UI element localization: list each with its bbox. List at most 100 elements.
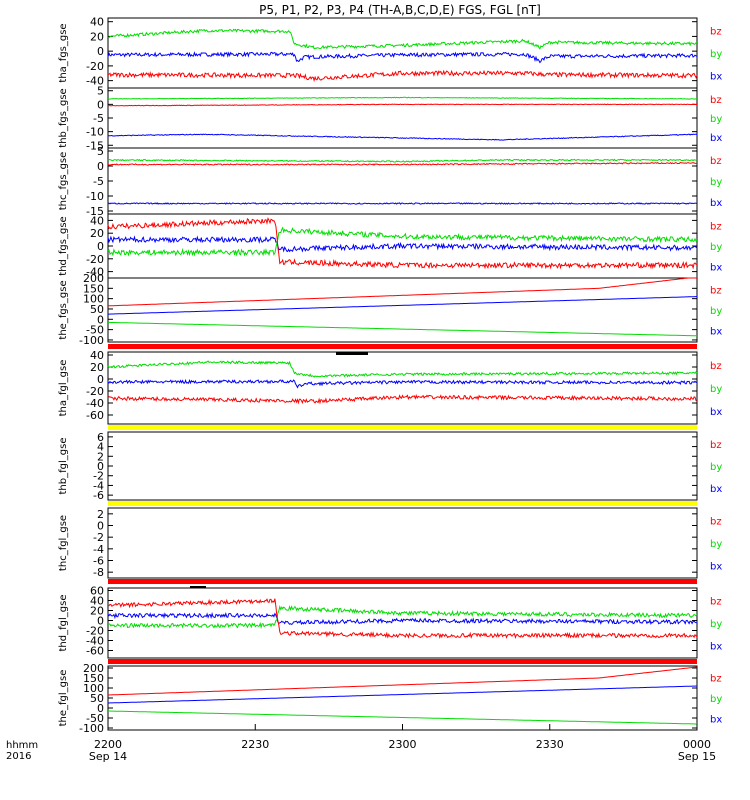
ytick-label-thd_fgl: -40 [86,635,104,648]
series-bx-the_fgl [108,685,697,704]
ytick-label-thb_fgl: 2 [97,450,104,463]
ytick-label-the_fgs: 0 [97,313,104,326]
legend-by-thd_fgs: by [710,242,722,253]
ytick-label-the_fgs: 50 [90,303,104,316]
legend-bx-the_fgl: bx [710,714,722,725]
legend-bz-tha_fgl: bz [710,361,722,372]
panel-frame-thd_fgl [107,587,698,659]
legend-bz-thb_fgs: bz [710,95,722,106]
ylabel-tha_fgl: tha_fgl_gse [58,360,69,417]
ytick-label-thd_fgs: -40 [86,266,104,279]
series-bz-thd_fgs [107,217,697,270]
ytick-label-thb_fgs: 0 [97,98,104,111]
panel-frame-thc_fgl [107,507,698,579]
series-bx-tha_fgs [107,51,698,64]
time-tick-label: 0000 [683,738,711,751]
series-bz-thd_fgl [107,598,698,640]
time-tick-label: 2330 [536,738,564,751]
ytick-label-thc_fgl: -4 [93,543,104,556]
legend-bx-tha_fgl: bx [710,407,722,418]
ytick-label-tha_fgl: -20 [86,385,104,398]
time-tick-label: 2300 [389,738,417,751]
ytick-label-thd_fgs: -20 [86,253,104,266]
ytick-label-the_fgs: 100 [83,293,104,306]
series-by-tha_fgs [107,28,698,50]
ylabel-thb_fgl: thb_fgl_gse [58,438,69,495]
status-bar-0 [108,344,697,349]
time-axis-hhmm-label: hhmm [6,740,38,751]
ytick-label-the_fgs: -50 [86,324,104,337]
ytick-label-the_fgl: 150 [83,672,104,685]
time-tick-label: 2230 [241,738,269,751]
ytick-label-thc_fgl: -8 [93,566,104,579]
ytick-label-thb_fgl: 4 [97,441,104,454]
series-bz-the_fgs [107,277,697,307]
ytick-label-tha_fgl: -40 [86,397,104,410]
plot-title: P5, P1, P2, P3, P4 (TH-A,B,C,D,E) FGS, F… [259,3,541,17]
legend-by-thc_fgl: by [710,539,722,550]
legend-by-the_fgl: by [710,694,722,705]
series-bx-thb_fgs [107,133,698,141]
series-by-thb_fgs [107,96,698,100]
ylabel-thd_fgs: thd_fgs_gse [58,216,69,275]
legend-bz-thc_fgs: bz [710,156,722,167]
ytick-label-thb_fgl: 0 [97,460,104,473]
status-bar-1 [108,425,697,430]
panel-frame-the_fgs [107,277,698,343]
data-gap-mark [336,352,368,355]
series-by-the_fgl [108,710,697,725]
ytick-label-thc_fgl: 2 [97,508,104,521]
series-by-thd_fgl [107,604,698,630]
series-by-thc_fgs [107,158,698,163]
time-tick-date-label: Sep 14 [89,750,127,763]
ytick-label-thd_fgl: -60 [86,645,104,658]
ytick-label-tha_fgl: 20 [90,361,104,374]
ytick-label-tha_fgl: 40 [90,349,104,362]
ytick-label-thc_fgs: 5 [97,145,104,158]
legend-bz-tha_fgs: bz [710,27,722,38]
ytick-label-thc_fgl: -6 [93,555,104,568]
legend-bx-thd_fgl: bx [710,641,722,652]
ytick-label-thb_fgl: -6 [93,489,104,502]
ytick-label-thb_fgs: 5 [97,85,104,98]
ylabel-thb_fgs: thb_fgs_gse [58,88,69,147]
ytick-label-the_fgl: 200 [83,662,104,675]
ytick-label-the_fgl: -50 [86,712,104,725]
ylabel-thc_fgs: thc_fgs_gse [58,152,69,211]
series-bz-tha_fgs [108,69,698,83]
ytick-label-tha_fgs: 40 [90,16,104,29]
ylabel-thd_fgl: thd_fgl_gse [58,595,69,652]
series-by-the_fgs [108,321,697,337]
series-bz-tha_fgl [107,394,698,405]
series-bx-thd_fgs [107,235,698,253]
time-tick-label: 2200 [94,738,122,751]
ylabel-the_fgl: the_fgl_gse [58,670,69,727]
ytick-label-thd_fgl: 60 [90,585,104,598]
ytick-label-thd_fgl: 40 [90,595,104,608]
ytick-label-thc_fgl: -2 [93,531,104,544]
legend-bz-the_fgs: bz [710,286,722,297]
series-bx-tha_fgl [107,378,698,389]
panel-frame-the_fgl [107,665,698,731]
ytick-label-thb_fgl: -4 [93,479,104,492]
ylabel-thc_fgl: thc_fgl_gse [58,515,69,571]
ytick-label-the_fgl: -100 [79,722,104,735]
ytick-label-thd_fgs: 0 [97,240,104,253]
legend-bx-thb_fgs: bx [710,133,722,144]
ytick-label-tha_fgl: -60 [86,409,104,422]
series-bz-the_fgl [108,666,698,696]
ytick-label-thb_fgl: 6 [97,431,104,444]
data-gap-mark [190,586,206,588]
ytick-label-thb_fgs: -5 [93,112,104,125]
legend-by-tha_fgs: by [710,49,722,60]
ytick-label-tha_fgs: 0 [97,45,104,58]
ytick-label-tha_fgs: -20 [86,60,104,73]
legend-bx-thd_fgs: bx [710,262,722,273]
legend-by-thb_fgs: by [710,114,722,125]
status-bar-3 [108,579,697,584]
ytick-label-tha_fgs: 20 [90,30,104,43]
ytick-label-thc_fgs: -5 [93,175,104,188]
ytick-label-the_fgl: 0 [97,702,104,715]
time-tick-date-label: Sep 15 [678,750,716,763]
